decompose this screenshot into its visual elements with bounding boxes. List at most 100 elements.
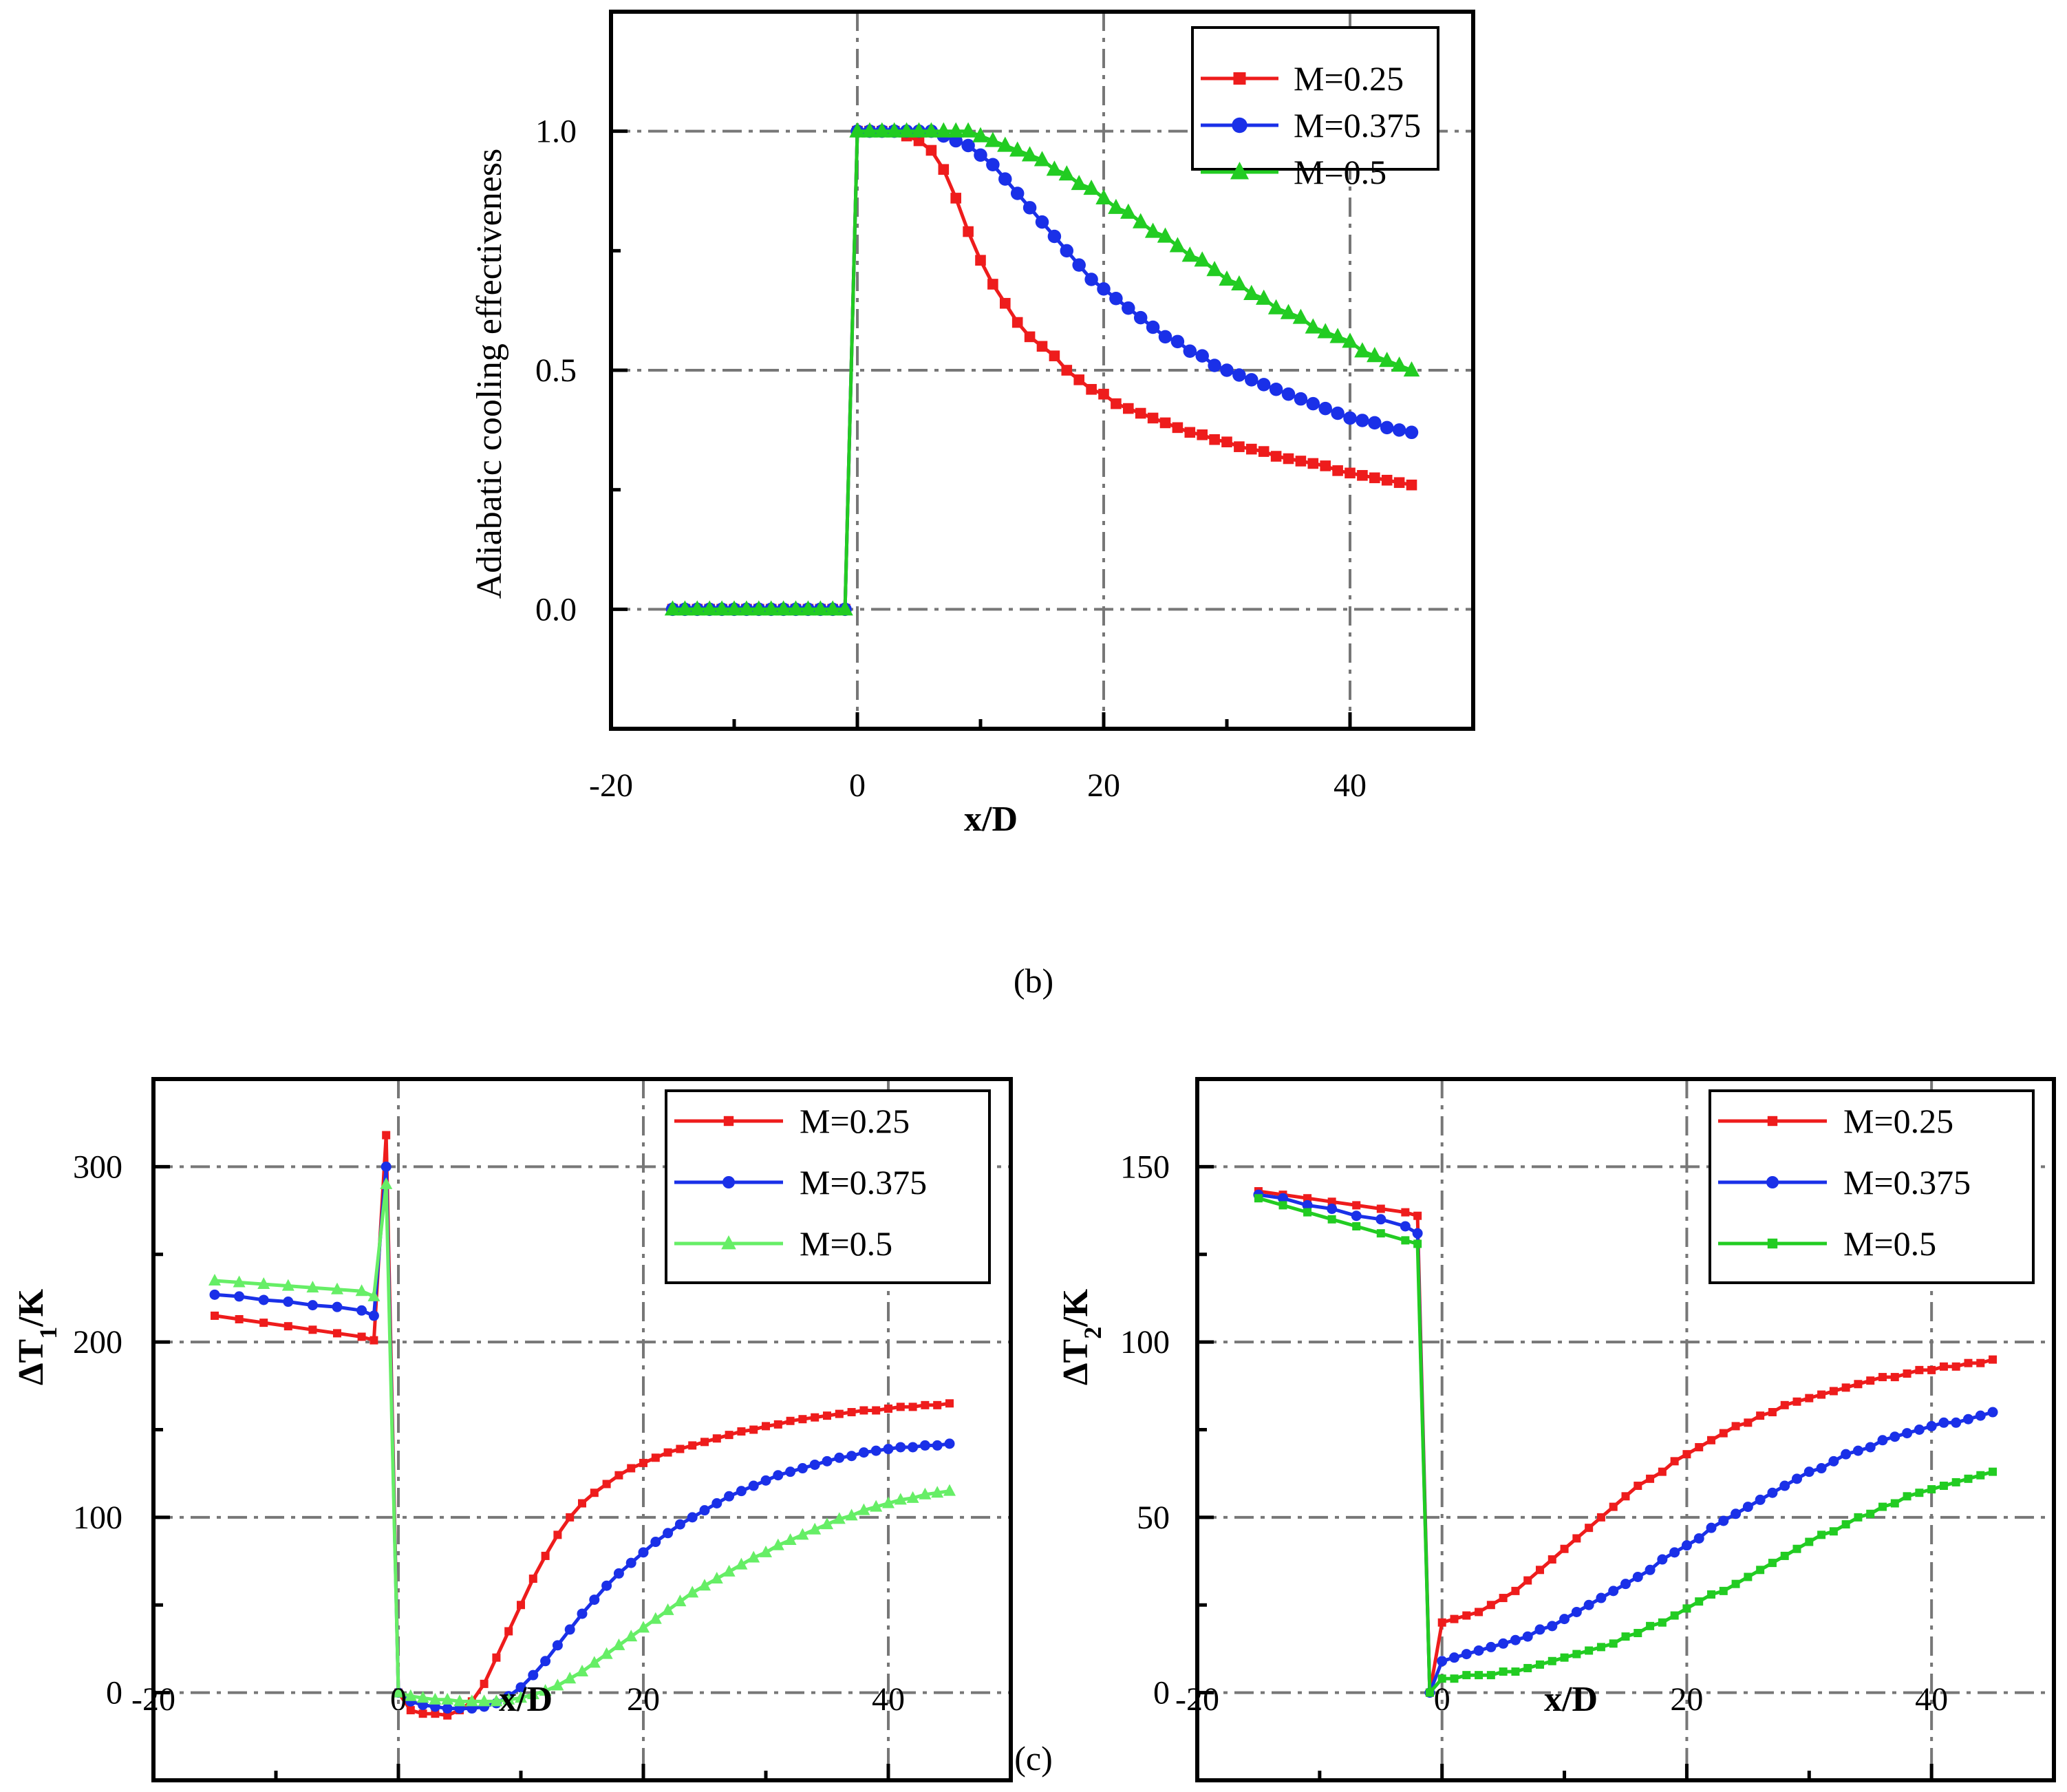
- data-point: [822, 1455, 833, 1466]
- data-point: [1209, 434, 1220, 445]
- data-point: [1144, 222, 1161, 238]
- data-point: [1571, 1606, 1582, 1617]
- data-point: [1792, 1544, 1801, 1553]
- y-axis-title: Adiabatic cooling effectiveness: [470, 149, 509, 599]
- x-axis-title: x/D: [499, 1680, 553, 1719]
- data-point: [1022, 201, 1037, 215]
- data-point: [1401, 1208, 1410, 1217]
- legend-label: M=0.5: [1843, 1224, 1936, 1263]
- data-point: [1024, 331, 1036, 343]
- data-point: [972, 127, 989, 142]
- data-point: [1327, 1197, 1336, 1206]
- data-point: [1510, 1634, 1521, 1645]
- data-point: [747, 1550, 760, 1563]
- data-point: [846, 1451, 857, 1462]
- data-point: [614, 1471, 623, 1480]
- data-point: [382, 1131, 391, 1140]
- data-point: [762, 1422, 770, 1431]
- data-point: [612, 1638, 625, 1650]
- data-point: [1670, 1611, 1679, 1620]
- legend-label: M=0.5: [800, 1224, 892, 1263]
- data-point: [1061, 365, 1073, 376]
- data-point: [564, 1672, 577, 1684]
- data-point: [1878, 1373, 1887, 1382]
- data-point: [1682, 1450, 1691, 1459]
- legend-label: M=0.5: [1294, 153, 1386, 191]
- data-point: [1010, 186, 1025, 200]
- data-point: [689, 600, 705, 616]
- data-point: [1915, 1489, 1924, 1497]
- legend-marker: [1232, 117, 1247, 134]
- data-point: [1964, 1474, 1973, 1483]
- data-point: [1254, 1194, 1263, 1203]
- data-point: [975, 255, 986, 266]
- data-point: [1303, 1194, 1312, 1203]
- data-point: [886, 122, 903, 138]
- data-point: [1498, 1638, 1509, 1649]
- data-point: [406, 1706, 415, 1715]
- data-point: [1878, 1502, 1887, 1511]
- data-point: [1951, 1417, 1962, 1428]
- x-tick-label: 20: [1087, 767, 1120, 804]
- x-tick-label: 40: [1334, 767, 1367, 804]
- data-point: [1841, 1383, 1850, 1392]
- data-point: [824, 600, 841, 616]
- data-point: [687, 1512, 698, 1523]
- legend-label: M=0.375: [1843, 1163, 1971, 1202]
- data-point: [1331, 406, 1345, 420]
- data-point: [1817, 1530, 1826, 1539]
- legend-rows: M=0.25 M=0.375 M=0.5: [1718, 1102, 1971, 1263]
- legend-rows: M=0.25 M=0.375 M=0.5: [674, 1102, 927, 1263]
- data-point: [724, 1491, 735, 1502]
- y-tick-label: 300: [73, 1149, 122, 1185]
- data-point: [1719, 1429, 1728, 1438]
- data-point: [1829, 1527, 1838, 1536]
- x-axis-title: x/D: [964, 800, 1018, 839]
- data-point: [1369, 472, 1380, 484]
- data-point: [833, 1512, 846, 1524]
- data-point: [1281, 387, 1296, 401]
- data-point: [1854, 1380, 1863, 1389]
- data-point: [921, 1400, 930, 1409]
- data-point: [663, 1448, 672, 1457]
- data-point: [1707, 1590, 1715, 1599]
- data-point: [1437, 1656, 1448, 1667]
- data-point: [1779, 1480, 1790, 1491]
- data-point: [490, 1694, 503, 1707]
- data-point: [961, 138, 975, 153]
- legend-marker: [721, 1235, 736, 1250]
- data-point: [1547, 1555, 1556, 1564]
- x-tick-label: 40: [872, 1681, 905, 1718]
- data-point: [515, 1682, 526, 1693]
- data-point: [1270, 451, 1282, 462]
- data-point: [1522, 1631, 1533, 1642]
- data-point: [1461, 1649, 1472, 1660]
- data-point: [895, 1442, 906, 1453]
- data-point: [711, 1497, 722, 1508]
- data-point: [211, 1311, 219, 1320]
- data-point: [1695, 1442, 1704, 1451]
- data-point: [1123, 403, 1134, 414]
- x-tick-label: -20: [1175, 1681, 1219, 1718]
- data-point: [1292, 308, 1309, 324]
- data-point: [649, 1612, 662, 1624]
- data-point: [1413, 1239, 1422, 1248]
- data-point: [1295, 456, 1307, 467]
- data-point: [1596, 1513, 1605, 1522]
- data-point: [1828, 1455, 1839, 1466]
- data-point: [812, 600, 828, 616]
- data-point: [1221, 436, 1232, 447]
- data-point: [1391, 356, 1408, 372]
- data-point: [588, 1656, 601, 1668]
- data-point: [526, 1687, 539, 1700]
- x-tick-label: 20: [1670, 1681, 1703, 1718]
- series-M=0.25: [667, 125, 1417, 615]
- data-point: [1246, 443, 1257, 455]
- data-point: [1133, 310, 1148, 325]
- data-point: [674, 1594, 687, 1607]
- data-point: [308, 1325, 317, 1334]
- data-point: [1852, 1445, 1863, 1456]
- data-point: [492, 1653, 501, 1662]
- data-point: [1352, 1222, 1361, 1230]
